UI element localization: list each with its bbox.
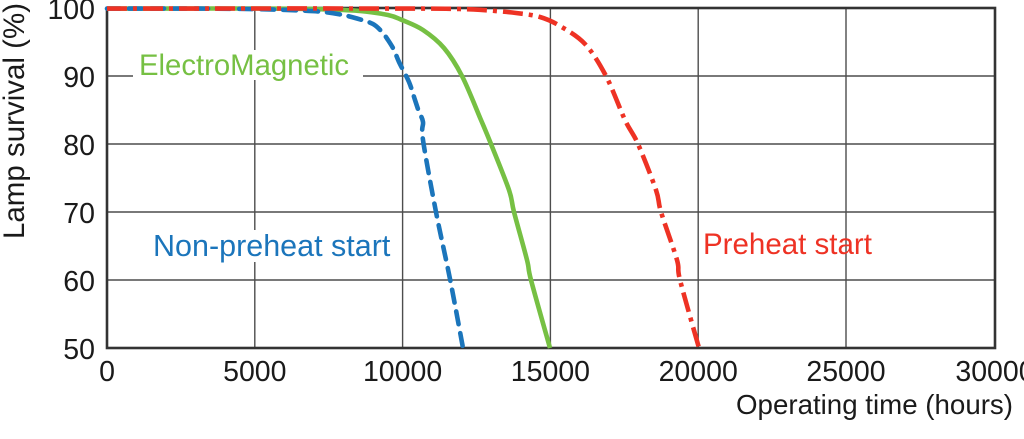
svg-text:ElectroMagnetic: ElectroMagnetic (139, 49, 349, 82)
svg-text:60: 60 (63, 266, 95, 298)
svg-text:90: 90 (63, 62, 95, 94)
svg-text:100: 100 (47, 0, 95, 26)
svg-text:10000: 10000 (363, 356, 442, 388)
svg-text:0: 0 (99, 356, 115, 388)
svg-text:15000: 15000 (511, 356, 590, 388)
svg-text:20000: 20000 (659, 356, 738, 388)
svg-text:30000: 30000 (955, 356, 1024, 388)
svg-text:5000: 5000 (223, 356, 286, 388)
svg-text:80: 80 (63, 130, 95, 162)
svg-text:Preheat start: Preheat start (703, 228, 872, 261)
svg-text:Operating time (hours): Operating time (hours) (736, 389, 1013, 420)
svg-text:Non-preheat start: Non-preheat start (153, 229, 391, 263)
svg-text:25000: 25000 (806, 356, 885, 388)
svg-text:Lamp survival (%): Lamp survival (%) (0, 3, 31, 239)
svg-text:70: 70 (63, 198, 95, 230)
svg-text:50: 50 (63, 334, 95, 366)
